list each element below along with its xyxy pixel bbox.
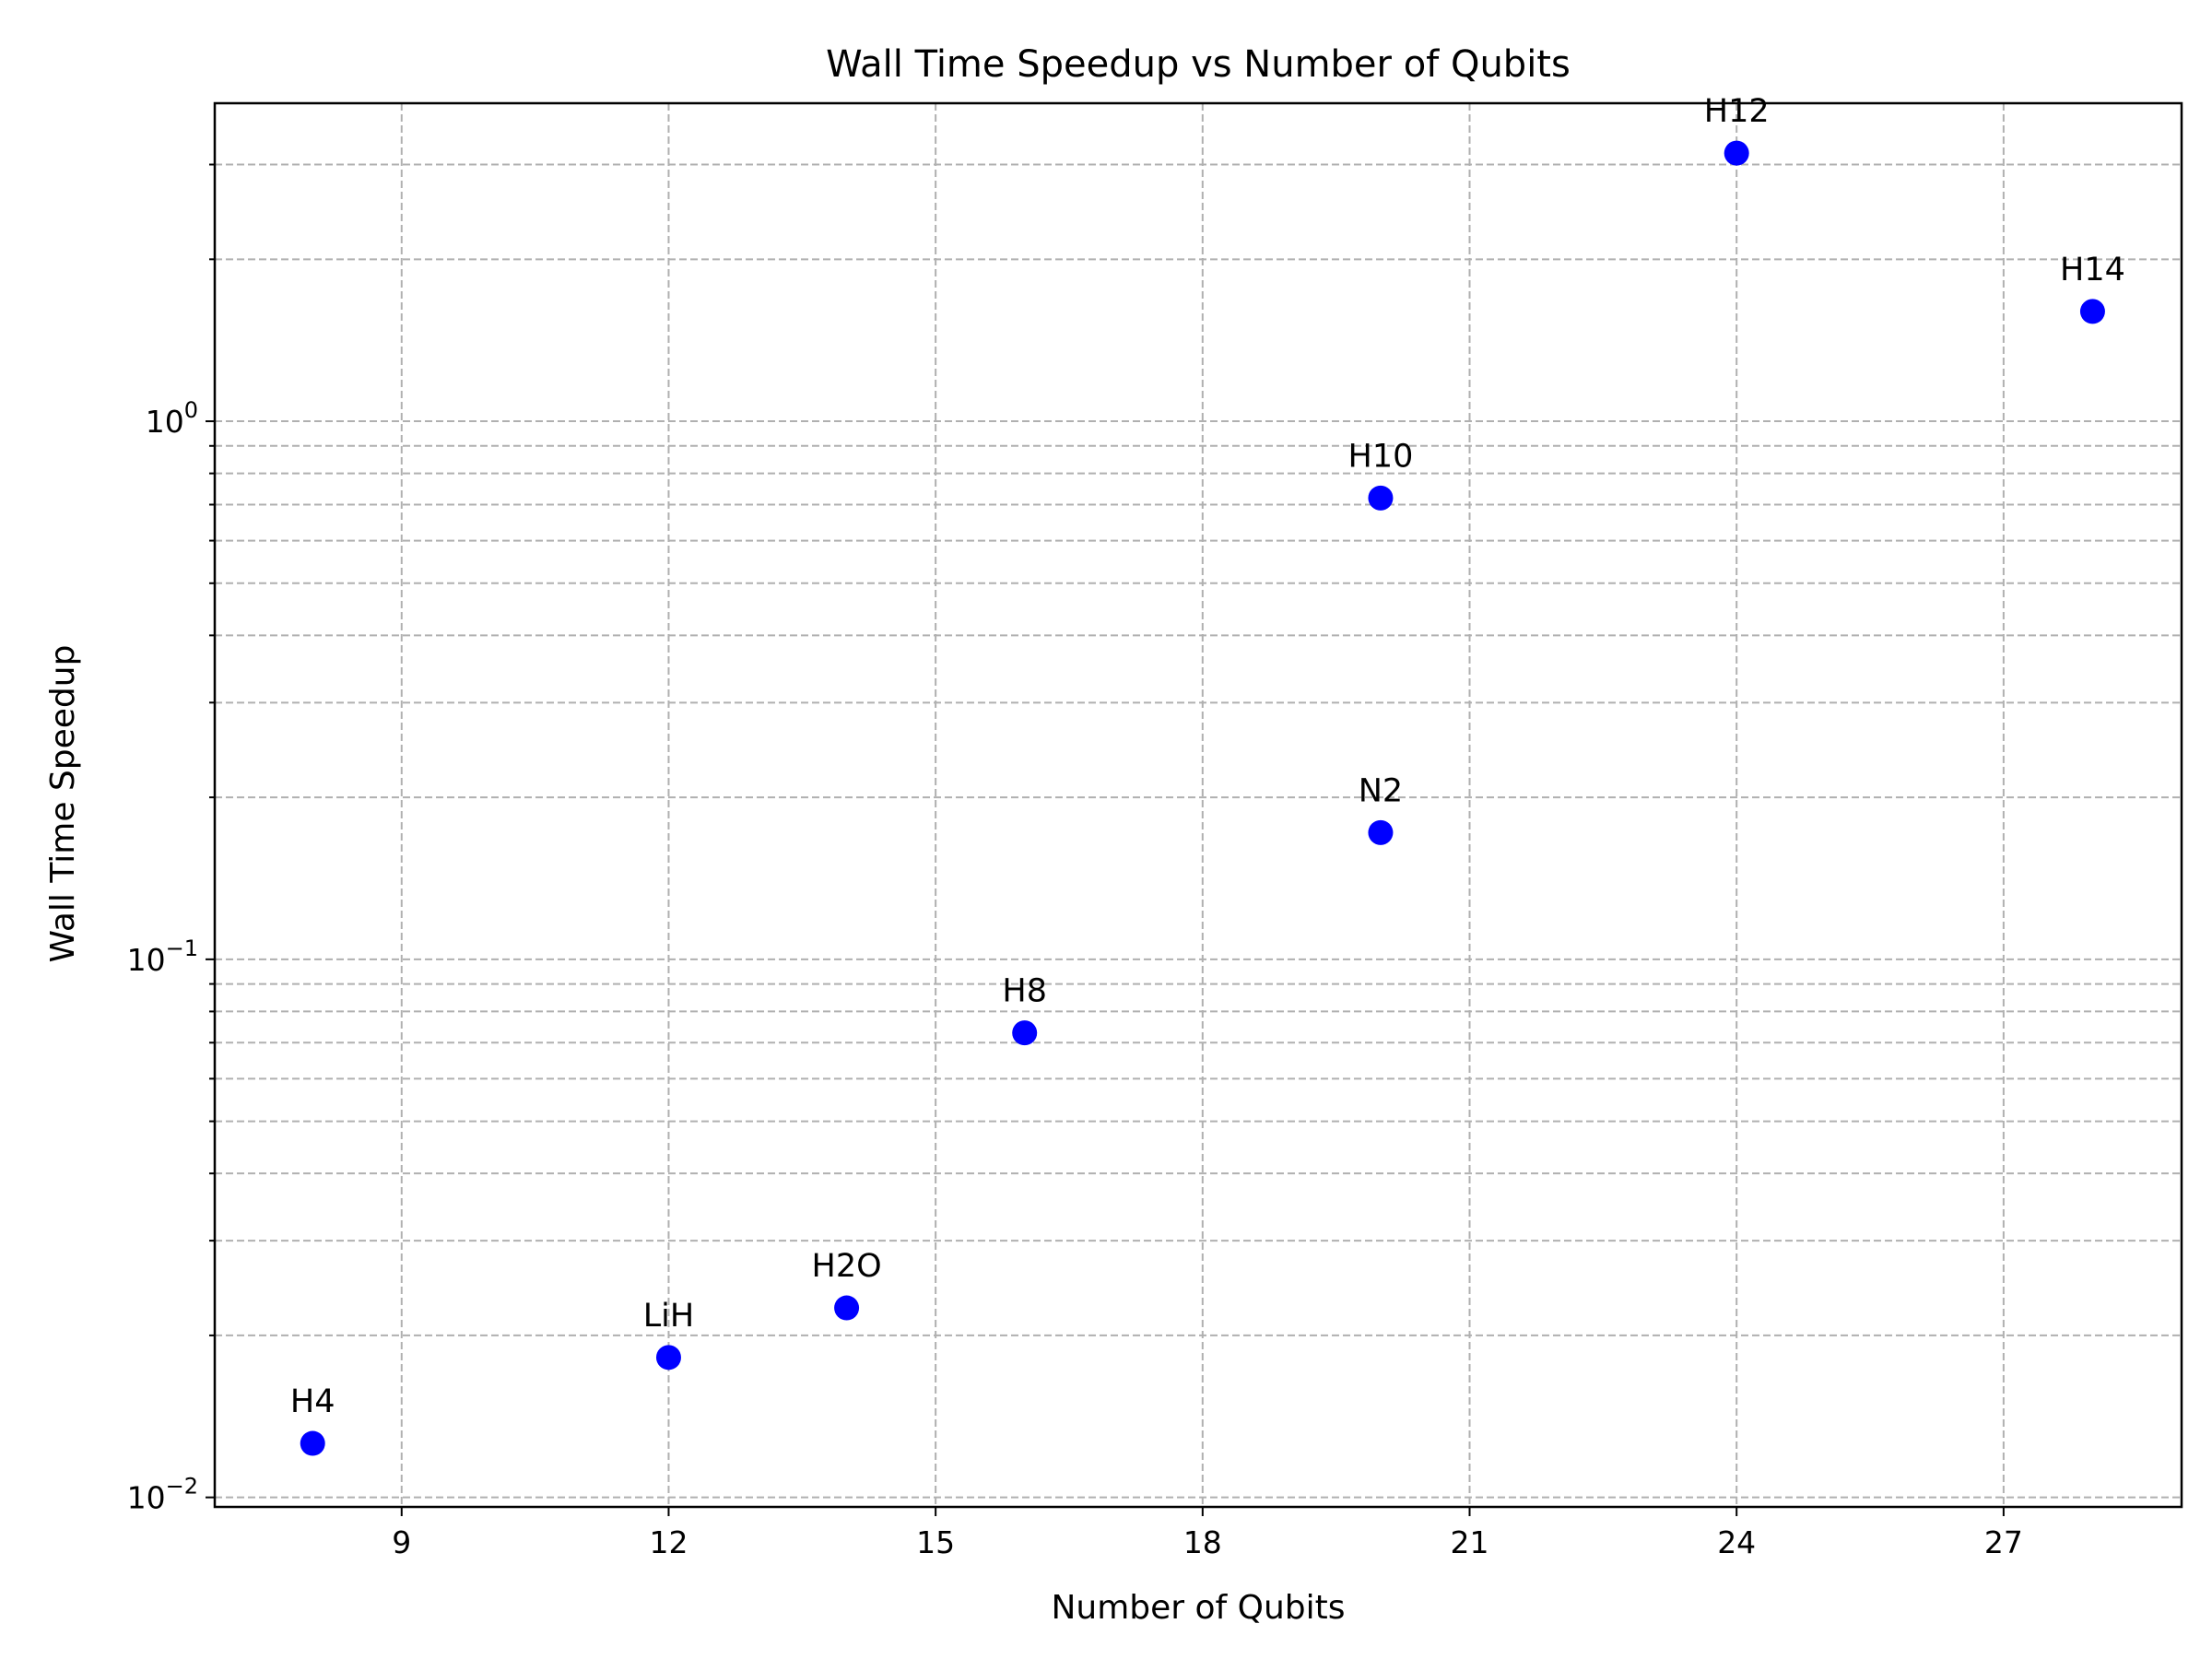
point-label: H2O — [812, 1248, 882, 1285]
chart-title: Wall Time Speedup vs Number of Qubits — [826, 43, 1571, 86]
plot-frame — [213, 101, 2183, 1509]
y-axis-label: Wall Time Speedup — [44, 645, 82, 963]
point-label: H10 — [1348, 438, 1414, 475]
point-label: LiH — [643, 1298, 695, 1335]
x-tick-label: 15 — [916, 1524, 955, 1560]
y-tick-label: 10−2 — [127, 1474, 198, 1516]
data-point — [1368, 485, 1394, 511]
point-label: H14 — [2060, 252, 2125, 288]
data-point — [300, 1430, 325, 1456]
y-tick-label: 10−1 — [127, 935, 198, 978]
data-point — [1368, 819, 1394, 845]
x-tick-label: 18 — [1183, 1524, 1222, 1560]
grid-layer — [215, 103, 2182, 1507]
x-tick-label: 12 — [649, 1524, 688, 1560]
point-label: H8 — [1002, 973, 1047, 1010]
point-label: H4 — [290, 1383, 335, 1420]
data-point — [834, 1295, 860, 1321]
x-tick-label: 21 — [1451, 1524, 1489, 1560]
data-point — [1724, 140, 1749, 166]
data-point — [2079, 299, 2105, 324]
tick-layer: 9 12 15 18 21 24 27 10−2 10−1 100 — [127, 163, 2023, 1560]
x-axis-label: Number of Qubits — [1051, 1589, 1345, 1627]
data-point — [655, 1345, 681, 1371]
y-tick-label: 100 — [146, 397, 198, 440]
points-layer: H4 LiH H2O H8 N2 H10 H12 H14 — [290, 93, 2125, 1456]
point-label: N2 — [1359, 772, 1403, 809]
x-tick-label: 27 — [1984, 1524, 2023, 1560]
x-tick-label: 24 — [1717, 1524, 1756, 1560]
data-point — [1012, 1020, 1038, 1046]
point-label: H12 — [1704, 93, 1770, 130]
x-tick-label: 9 — [392, 1524, 411, 1560]
